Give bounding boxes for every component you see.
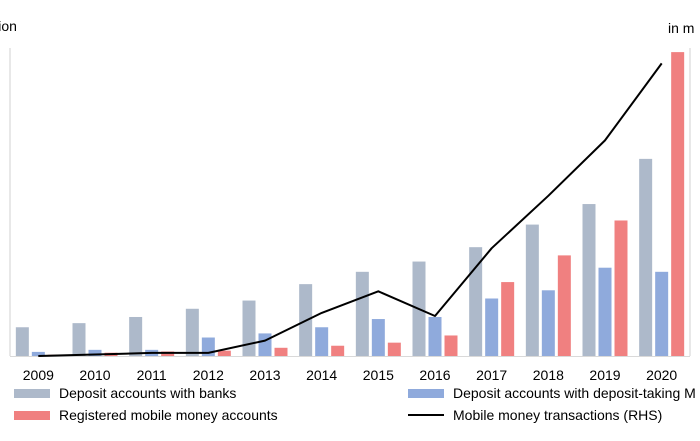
legend-label-mobile-accounts: Registered mobile money accounts <box>59 407 278 423</box>
bar-deposit-taking-2013 <box>258 333 272 356</box>
bar-mobile-accounts-2019 <box>614 220 628 356</box>
bar-mobile-accounts-2012 <box>217 350 231 356</box>
bar-deposit-taking-2020 <box>655 271 669 356</box>
bar-banks-2015 <box>355 271 369 356</box>
bar-deposit-taking-2014 <box>315 327 329 356</box>
legend-label-banks: Deposit accounts with banks <box>59 385 237 401</box>
x-tick-label-2019: 2019 <box>589 367 620 383</box>
legend-item-mobile-accounts: Registered mobile money accounts <box>14 407 278 423</box>
x-tick-label-2013: 2013 <box>249 367 280 383</box>
x-tick-label-2012: 2012 <box>193 367 224 383</box>
legend-swatch-banks <box>14 388 50 398</box>
legend-item-banks: Deposit accounts with banks <box>14 385 236 401</box>
bar-banks-2013 <box>242 300 256 356</box>
bar-deposit-taking-2019 <box>598 267 612 356</box>
bar-deposit-taking-2017 <box>485 298 499 356</box>
x-tick-label-2009: 2009 <box>23 367 54 383</box>
bar-mobile-accounts-2018 <box>557 255 571 356</box>
x-tick-label-2018: 2018 <box>533 367 564 383</box>
bar-deposit-taking-2010 <box>88 349 102 356</box>
legend-swatch-mobile-transactions <box>408 414 444 416</box>
bar-banks-2019 <box>582 204 596 356</box>
bar-mobile-accounts-2013 <box>274 347 288 356</box>
bar-mobile-accounts-2016 <box>444 335 458 356</box>
bar-banks-2010 <box>72 323 86 356</box>
x-tick-label-2010: 2010 <box>79 367 110 383</box>
legend-label-mobile-transactions: Mobile money transactions (RHS) <box>453 407 663 423</box>
bar-banks-2020 <box>639 158 653 356</box>
bar-banks-2012 <box>185 308 199 356</box>
bar-banks-2009 <box>15 327 29 356</box>
x-tick-label-2014: 2014 <box>306 367 337 383</box>
bar-banks-2017 <box>469 247 483 356</box>
bar-banks-2011 <box>129 316 143 356</box>
bar-mobile-accounts-2020 <box>671 52 685 357</box>
bar-mobile-accounts-2014 <box>331 345 345 356</box>
bar-deposit-taking-2016 <box>428 316 442 356</box>
legend-swatch-deposit-taking <box>408 388 444 398</box>
left-axis-unit-label: llion <box>0 18 17 34</box>
x-tick-label-2020: 2020 <box>646 367 677 383</box>
legend-item-deposit-taking: Deposit accounts with deposit-taking M <box>408 385 696 401</box>
x-tick-label-2015: 2015 <box>363 367 394 383</box>
bar-mobile-accounts-2015 <box>387 342 401 356</box>
legend-item-mobile-transactions: Mobile money transactions (RHS) <box>408 407 662 423</box>
x-tick-label-2016: 2016 <box>419 367 450 383</box>
x-tick-label-2011: 2011 <box>137 367 167 383</box>
bar-deposit-taking-2009 <box>31 351 45 356</box>
bar-deposit-taking-2015 <box>371 319 385 356</box>
x-tick-label-2017: 2017 <box>476 367 507 383</box>
legend-label-deposit-taking: Deposit accounts with deposit-taking M <box>453 385 696 401</box>
bar-deposit-taking-2018 <box>541 290 555 356</box>
line-mobile-money-transactions <box>38 62 663 357</box>
right-axis-unit-label: in m <box>668 20 695 36</box>
legend-swatch-mobile-accounts <box>14 410 50 420</box>
bar-mobile-accounts-2017 <box>501 282 515 356</box>
bar-banks-2018 <box>525 224 539 356</box>
